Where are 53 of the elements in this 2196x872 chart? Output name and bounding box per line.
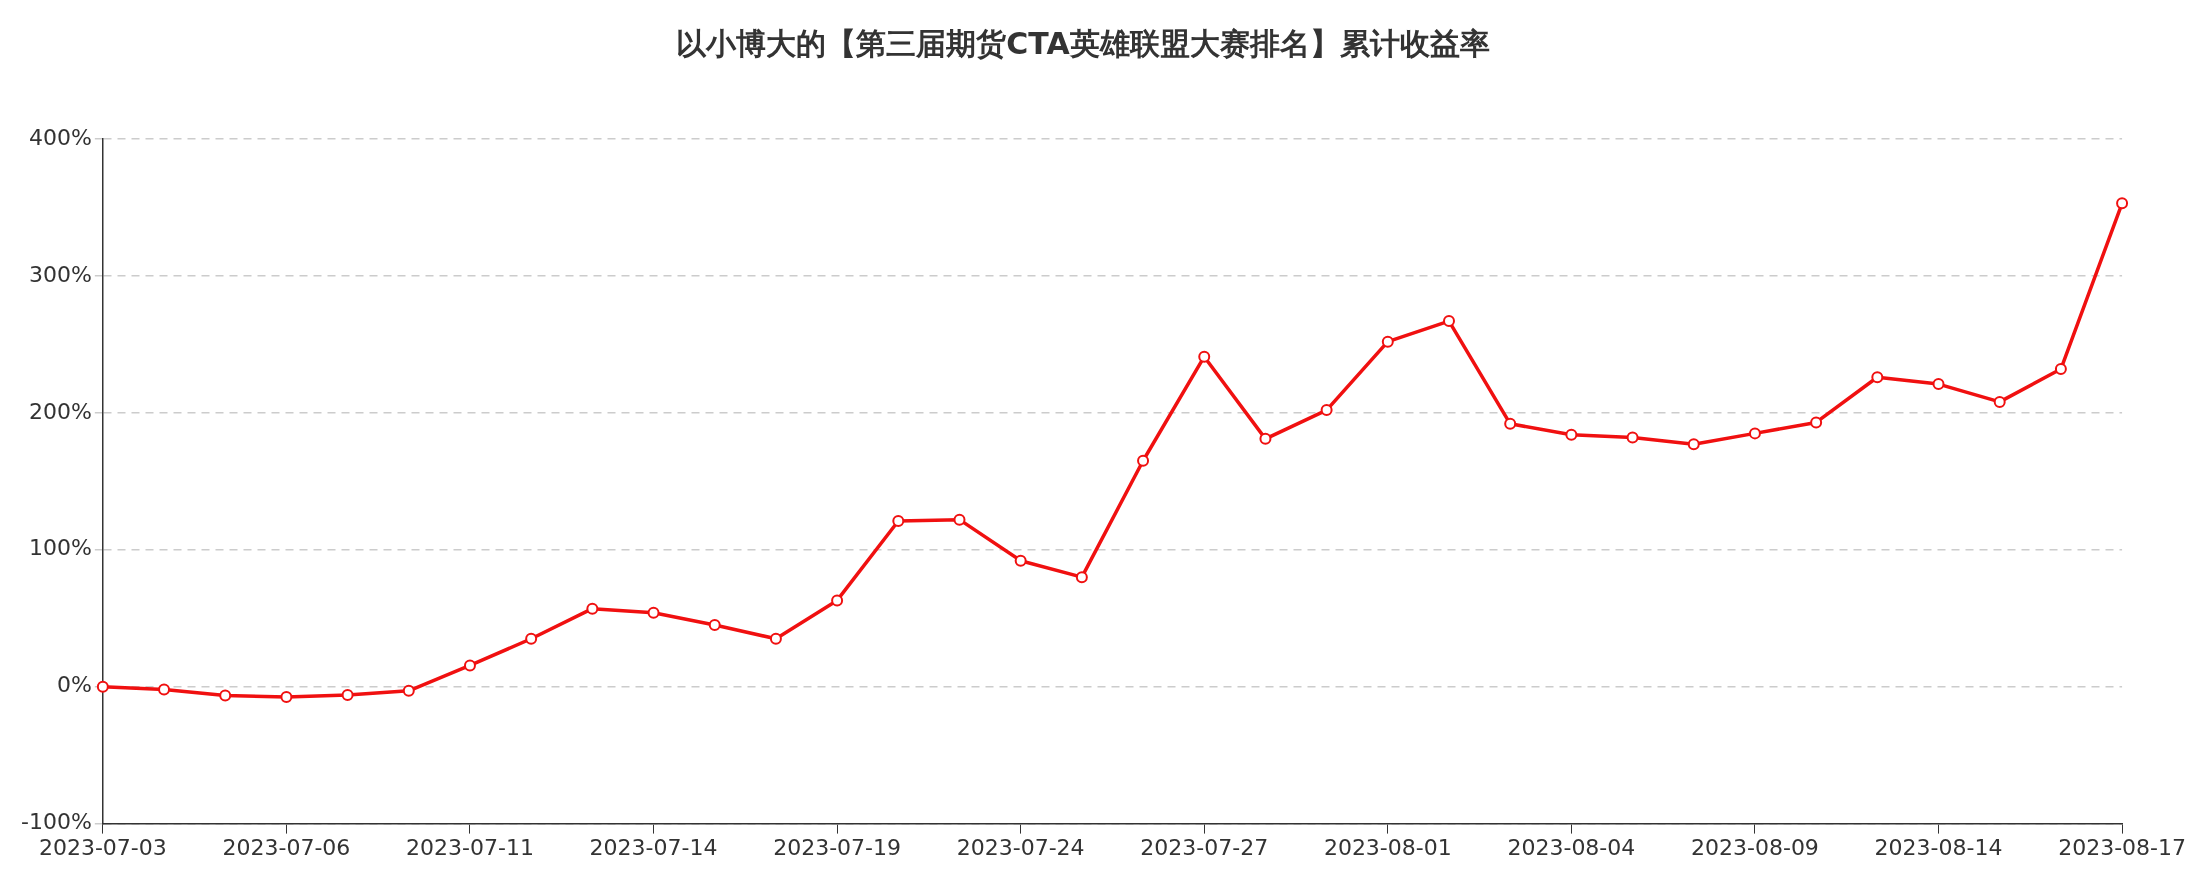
point	[892, 515, 905, 528]
x-tick-label: 2023-07-24	[956, 834, 1085, 860]
x-tick-label: 2023-07-06	[222, 834, 351, 860]
point	[1198, 350, 1211, 363]
point	[708, 619, 721, 632]
x-tick-label: 2023-07-11	[406, 834, 534, 860]
point	[1810, 416, 1823, 429]
point	[831, 594, 844, 607]
point	[1442, 315, 1455, 328]
x-tick-label: 2023-07-19	[773, 834, 902, 860]
point	[2054, 363, 2067, 376]
y-tick-label: 0%	[56, 672, 92, 698]
x-tick-label: 2023-07-03	[38, 834, 167, 860]
point	[280, 690, 293, 703]
x-tick-label: 2023-07-14	[589, 834, 718, 860]
point	[586, 602, 599, 615]
y-tick-label: 200%	[28, 398, 92, 424]
point	[1014, 554, 1027, 567]
point	[1993, 395, 2006, 408]
point	[953, 513, 966, 526]
point	[463, 659, 476, 672]
point	[1871, 371, 1884, 384]
point	[647, 606, 660, 619]
point	[1626, 431, 1639, 444]
point	[158, 683, 171, 696]
x-tick-label: 2023-08-09	[1691, 834, 1819, 860]
x-tick-label: 2023-08-01	[1323, 834, 1452, 860]
point	[96, 680, 109, 693]
point	[1320, 404, 1333, 417]
y-tick-label: 100%	[28, 535, 92, 561]
point	[769, 632, 782, 645]
y-tick-label: 400%	[28, 124, 92, 150]
point	[525, 632, 538, 645]
x-tick-label: 2023-07-27	[1140, 834, 1269, 860]
x-tick-label: 2023-08-14	[1874, 834, 2003, 860]
x-tick-label: 2023-08-04	[1507, 834, 1636, 860]
point	[402, 684, 415, 697]
point	[219, 689, 232, 702]
point	[1932, 378, 1945, 391]
point	[1075, 571, 1088, 584]
point	[1504, 417, 1517, 430]
point	[1137, 454, 1150, 467]
point	[1259, 432, 1272, 445]
point	[1687, 438, 1700, 451]
point	[1748, 427, 1761, 440]
x-tick-label: 2023-08-17	[2058, 834, 2186, 860]
y-tick-label: -100%	[20, 809, 92, 835]
point	[1565, 428, 1578, 441]
point	[1381, 335, 1394, 348]
y-tick-label: 300%	[28, 261, 92, 287]
chart-title: 以小博大的【第三届期货CTA英雄联盟大赛排名】累计收益率	[676, 25, 1490, 61]
point	[341, 688, 354, 701]
point	[2116, 197, 2129, 210]
